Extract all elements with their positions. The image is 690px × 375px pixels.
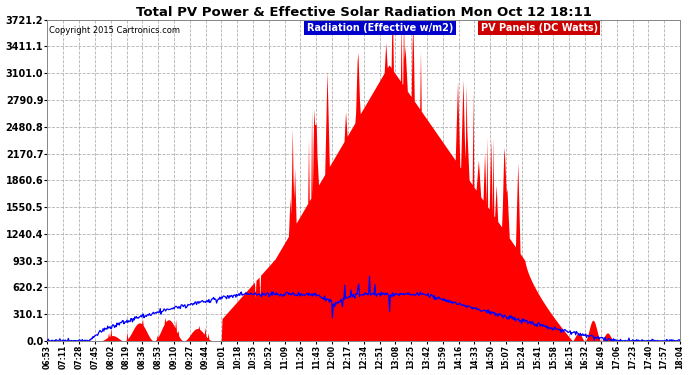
Title: Total PV Power & Effective Solar Radiation Mon Oct 12 18:11: Total PV Power & Effective Solar Radiati… bbox=[136, 6, 591, 18]
Text: PV Panels (DC Watts): PV Panels (DC Watts) bbox=[481, 23, 598, 33]
Text: Radiation (Effective w/m2): Radiation (Effective w/m2) bbox=[307, 23, 453, 33]
Text: Copyright 2015 Cartronics.com: Copyright 2015 Cartronics.com bbox=[49, 26, 179, 35]
